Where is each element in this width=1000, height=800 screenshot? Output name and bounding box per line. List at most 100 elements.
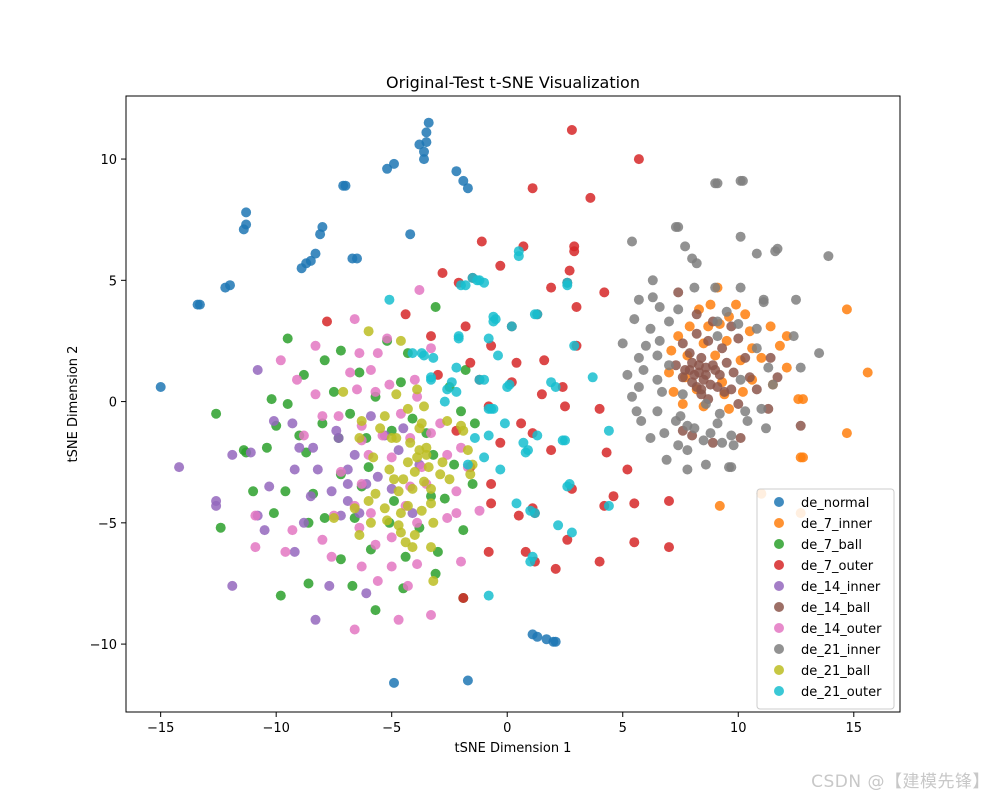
scatter-point-de_21_inner [627, 236, 637, 247]
scatter-point-de_7_ball [261, 442, 272, 453]
scatter-point-de_21_inner [647, 275, 658, 286]
scatter-point-de_21_inner [700, 399, 711, 409]
scatter-point-de_21_ball [379, 503, 390, 514]
scatter-point-de_7_outer [594, 556, 605, 567]
scatter-point-de_14_ball [712, 382, 723, 392]
scatter-point-de_21_ball [363, 326, 374, 337]
scatter-point-de_14_inner [259, 525, 270, 536]
scatter-point-de_normal [155, 382, 166, 392]
scatter-point-de_7_ball [266, 394, 277, 405]
scatter-point-de_7_outer [465, 357, 476, 368]
legend-marker-de_21_outer [774, 686, 784, 696]
scatter-point-de_7_inner [668, 386, 679, 397]
scatter-point-de_21_inner [700, 459, 711, 470]
scatter-point-de_7_outer [664, 496, 674, 506]
scatter-point-de_14_inner [289, 546, 300, 557]
scatter-point-de_21_inner [721, 306, 732, 317]
scatter-point-de_21_ball [444, 474, 455, 485]
scatter-point-de_14_ball [673, 287, 684, 298]
scatter-point-de_21_ball [349, 503, 360, 514]
scatter-point-de_7_inner [705, 299, 716, 310]
scatter-point-de_14_outer [333, 411, 344, 422]
scatter-point-de_7_ball [275, 590, 286, 601]
scatter-point-de_21_ball [416, 418, 427, 429]
scatter-point-de_21_outer [525, 556, 536, 567]
scatter-point-de_21_inner [677, 389, 688, 400]
scatter-point-de_7_outer [322, 316, 332, 327]
scatter-point-de_21_outer [553, 520, 564, 531]
scatter-point-de_7_outer [608, 491, 619, 502]
scatter-point-de_7_ball [280, 486, 291, 497]
scatter-point-de_7_inner [714, 500, 725, 511]
scatter-point-de_14_outer [356, 479, 367, 489]
scatter-point-de_7_outer [562, 534, 573, 545]
scatter-point-de_14_outer [317, 411, 328, 422]
scatter-point-de_21_outer [442, 384, 453, 395]
scatter-point-de_14_outer [287, 525, 298, 536]
scatter-point-de_14_outer [365, 365, 376, 375]
scatter-point-de_14_ball [703, 335, 714, 346]
scatter-point-de_14_inner [333, 433, 344, 443]
scatter-point-de_21_ball [412, 452, 423, 463]
scatter-point-de_7_outer [486, 479, 497, 489]
scatter-point-de_normal [296, 263, 307, 274]
scatter-point-de_14_ball [733, 399, 744, 409]
scatter-point-de_14_outer [395, 408, 406, 419]
scatter-point-de_21_inner [645, 433, 656, 443]
scatter-point-de_normal [389, 677, 399, 688]
scatter-point-de_21_inner [698, 435, 709, 446]
scatter-point-de_7_inner [731, 299, 741, 310]
scatter-point-de_14_ball [733, 333, 744, 344]
scatter-point-de_21_inner [673, 440, 684, 451]
scatter-point-de_7_inner [673, 331, 684, 342]
legend-marker-de_7_inner [774, 518, 784, 528]
scatter-point-de_normal [458, 175, 469, 186]
scatter-point-de_14_outer [310, 389, 321, 400]
scatter-point-de_14_ball [740, 352, 751, 363]
x-tick-label: −15 [147, 721, 174, 736]
scatter-point-de_21_outer [407, 348, 418, 359]
scatter-point-de_21_ball [365, 517, 376, 528]
scatter-point-de_7_outer [569, 246, 580, 257]
scatter-point-de_21_inner [633, 352, 644, 363]
scatter-point-de_14_outer [412, 559, 423, 570]
scatter-point-de_14_inner [227, 580, 238, 591]
scatter-point-de_14_outer [372, 576, 383, 586]
scatter-point-de_21_inner [652, 374, 663, 385]
scatter-point-de_21_outer [493, 350, 503, 361]
scatter-point-de_14_outer [386, 452, 397, 463]
scatter-point-de_14_ball [751, 384, 762, 395]
scatter-point-de_14_ball [677, 338, 688, 349]
scatter-point-de_21_inner [627, 391, 637, 402]
scatter-point-de_normal [451, 166, 462, 177]
scatter-point-de_14_ball [684, 348, 695, 359]
scatter-point-de_7_ball [400, 551, 411, 562]
x-tick-label: 5 [619, 721, 627, 736]
scatter-point-de_7_ball [335, 345, 346, 356]
y-tick-label: 5 [109, 274, 117, 289]
scatter-point-de_21_ball [402, 403, 413, 414]
scatter-point-de_7_inner [664, 367, 674, 378]
scatter-point-de_21_inner [751, 343, 762, 354]
scatter-point-de_21_outer [472, 275, 483, 286]
scatter-point-de_14_outer [354, 522, 365, 533]
scatter-point-de_21_outer [587, 372, 598, 383]
scatter-point-de_7_ball [449, 459, 460, 470]
scatter-point-de_7_ball [317, 418, 328, 429]
scatter-point-de_21_inner [652, 406, 663, 417]
scatter-point-de_7_ball [456, 406, 466, 417]
scatter-point-de_7_outer [585, 192, 596, 203]
watermark: CSDN @【建模先锋】 [811, 772, 990, 792]
scatter-point-de_21_ball [398, 474, 409, 485]
scatter-point-de_21_ball [368, 452, 379, 463]
scatter-point-de_7_ball [370, 605, 381, 616]
scatter-point-de_21_inner [682, 445, 693, 456]
scatter-point-de_14_ball [691, 309, 702, 320]
scatter-point-de_21_ball [363, 496, 374, 506]
scatter-point-de_7_ball [458, 525, 469, 536]
scatter-point-de_21_inner [636, 416, 647, 426]
legend-label-de_21_outer: de_21_outer [801, 685, 882, 700]
scatter-point-de_21_ball [426, 498, 436, 509]
scatter-point-de_14_outer [426, 428, 436, 439]
scatter-point-de_14_inner [393, 445, 404, 456]
